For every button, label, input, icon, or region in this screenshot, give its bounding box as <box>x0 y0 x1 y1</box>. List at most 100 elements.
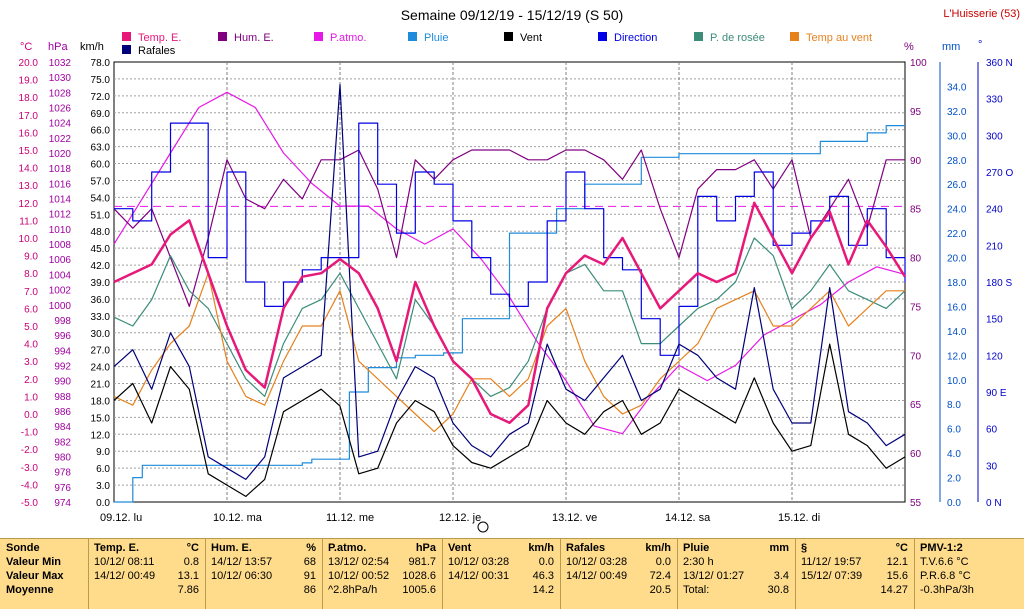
temp-axis-tick: -4.0 <box>21 480 39 491</box>
rain-axis-tick: 2.0 <box>947 474 961 485</box>
footer-row-value: 13.1 <box>177 570 199 582</box>
unit-temp: °C <box>20 41 32 53</box>
rain-axis-tick: 0.0 <box>947 498 961 509</box>
footer-separator <box>914 539 915 609</box>
footer-block-6: § °C 11/12/ 19:57 12.1 15/12/ 07:39 15.6 14.27 <box>795 539 914 609</box>
station-name: L'Huisserie (53) <box>943 8 1020 20</box>
footer-row: 14/12/ 00:31 46.3 <box>448 570 554 584</box>
footer-row: 14/12/ 00:49 72.4 <box>566 570 671 584</box>
footer-block-title: Temp. E. <box>94 542 140 554</box>
speed-axis-tick: 0.0 <box>96 498 110 509</box>
footer-separator <box>795 539 796 609</box>
pressure-axis-tick: 994 <box>54 346 71 357</box>
speed-axis-tick: 21.0 <box>91 380 111 391</box>
pressure-axis-tick: 1032 <box>49 58 72 69</box>
footer-row-time: 14/12/ 00:49 <box>566 570 628 582</box>
footer-row-time: 13/12/ 02:54 <box>328 556 390 568</box>
series-line-temp-e- <box>113 201 907 425</box>
series-line-temp-au-vent <box>113 272 905 433</box>
footer-row-value: 3.4 <box>773 570 789 582</box>
speed-axis-tick: 24.0 <box>91 363 111 374</box>
speed-axis-tick: 69.0 <box>91 109 111 120</box>
footer-block-unit: hPa <box>415 542 436 554</box>
x-tick-3: 12.12. je <box>439 512 481 524</box>
pressure-axis-tick: 974 <box>54 498 71 509</box>
direction-axis-tick: 270 O <box>986 168 1013 179</box>
footer-row-value: 20.5 <box>649 584 671 596</box>
pressure-axis-tick: 1026 <box>49 104 72 115</box>
rain-axis-tick: 4.0 <box>947 449 961 460</box>
temp-axis-tick: 14.0 <box>19 164 39 175</box>
series-line-pluie <box>114 125 905 503</box>
footer-block-header: Temp. E. °C <box>94 542 199 556</box>
footer-row: -0.3hPa/3h <box>920 584 1018 598</box>
temp-axis-tick: 13.0 <box>19 181 39 192</box>
unit-rain: mm <box>942 41 960 53</box>
pressure-axis-tick: 978 <box>54 468 71 479</box>
temp-axis-tick: 1.0 <box>24 392 38 403</box>
footer-row-value: 68 <box>303 556 316 568</box>
temp-axis-tick: 20.0 <box>19 58 39 69</box>
footer-row: 13/12/ 02:54 981.7 <box>328 556 436 570</box>
rain-axis-tick: 10.0 <box>947 376 967 387</box>
footer-block-2: P.atmo. hPa 13/12/ 02:54 981.7 10/12/ 00:52 1… <box>322 539 442 609</box>
footer-row: 7.86 <box>94 584 199 598</box>
row-label-max: Valeur Max <box>6 570 64 582</box>
speed-axis-tick: 3.0 <box>96 481 110 492</box>
speed-axis-tick: 33.0 <box>91 312 111 323</box>
speed-axis-tick: 51.0 <box>91 210 111 221</box>
legend-label-7: Temp au vent <box>806 32 872 44</box>
temp-axis-tick: 19.0 <box>19 76 39 87</box>
humidity-axis-tick: 75 <box>910 302 922 313</box>
footer-block-title: Pluie <box>683 542 710 554</box>
footer-row-value: 15.6 <box>886 570 908 582</box>
pressure-axis-tick: 1006 <box>49 255 72 266</box>
footer-row-value: 12.1 <box>886 556 908 568</box>
footer-block-unit: % <box>306 542 316 554</box>
temp-axis-tick: -3.0 <box>21 463 39 474</box>
pressure-axis-tick: 986 <box>54 407 71 418</box>
footer-block-4: Rafales km/h 10/12/ 03:28 0.0 14/12/ 00:49 72… <box>560 539 677 609</box>
pressure-axis-tick: 988 <box>54 392 71 403</box>
footer-block-header: P.atmo. hPa <box>328 542 436 556</box>
rain-axis-tick: 8.0 <box>947 400 961 411</box>
footer-row-time: 14/12/ 13:57 <box>211 556 273 568</box>
footer-block-header: PMV-1:2 <box>920 542 1018 556</box>
footer-row-value: 14.27 <box>880 584 908 596</box>
temp-axis-tick: 5.0 <box>24 322 38 333</box>
chart-title: Semaine 09/12/19 - 15/12/19 (S 50) <box>401 7 624 23</box>
footer-row-value: 0.8 <box>183 556 199 568</box>
legend-swatch-3 <box>408 32 417 41</box>
footer-separator <box>677 539 678 609</box>
temp-axis-tick: -1.0 <box>21 428 39 439</box>
footer-row-value: 7.86 <box>177 584 199 596</box>
row-label-mean: Moyenne <box>6 584 54 596</box>
rain-axis-tick: 14.0 <box>947 327 967 338</box>
speed-axis-tick: 9.0 <box>96 447 110 458</box>
unit-speed: km/h <box>80 41 104 53</box>
footer-row-time: 2:30 h <box>683 556 714 568</box>
speed-axis-tick: 57.0 <box>91 176 111 187</box>
legend-swatch-4 <box>504 32 513 41</box>
footer-block-title: Vent <box>448 542 472 554</box>
footer-row-time: 10/12/ 03:28 <box>566 556 628 568</box>
x-tick-2: 11.12. me <box>326 512 374 524</box>
footer-row: 86 <box>211 584 316 598</box>
temp-axis-tick: 18.0 <box>19 93 39 104</box>
footer-row: Total: 30.8 <box>683 584 789 598</box>
temp-axis-tick: 11.0 <box>19 216 38 227</box>
footer-block-header: Pluie mm <box>683 542 789 556</box>
rain-axis-tick: 20.0 <box>947 254 967 265</box>
legend-label-3: Pluie <box>424 32 448 44</box>
footer-row-value: 1028.6 <box>402 570 436 582</box>
footer-separator <box>205 539 206 609</box>
temp-axis-tick: 8.0 <box>24 269 38 280</box>
footer-block-title: Rafales <box>566 542 606 554</box>
legend-label-2: P.atmo. <box>330 32 367 44</box>
footer-row-value: 86 <box>303 584 316 596</box>
footer-block-title: PMV-1:2 <box>920 542 963 554</box>
rain-axis-tick: 30.0 <box>947 131 967 142</box>
footer-block-1: Hum. E.% 14/12/ 13:57 68 10/12/ 06:30 91 86 <box>205 539 322 609</box>
footer-row: 10/12/ 03:28 0.0 <box>566 556 671 570</box>
footer-row-value: 981.7 <box>408 556 436 568</box>
